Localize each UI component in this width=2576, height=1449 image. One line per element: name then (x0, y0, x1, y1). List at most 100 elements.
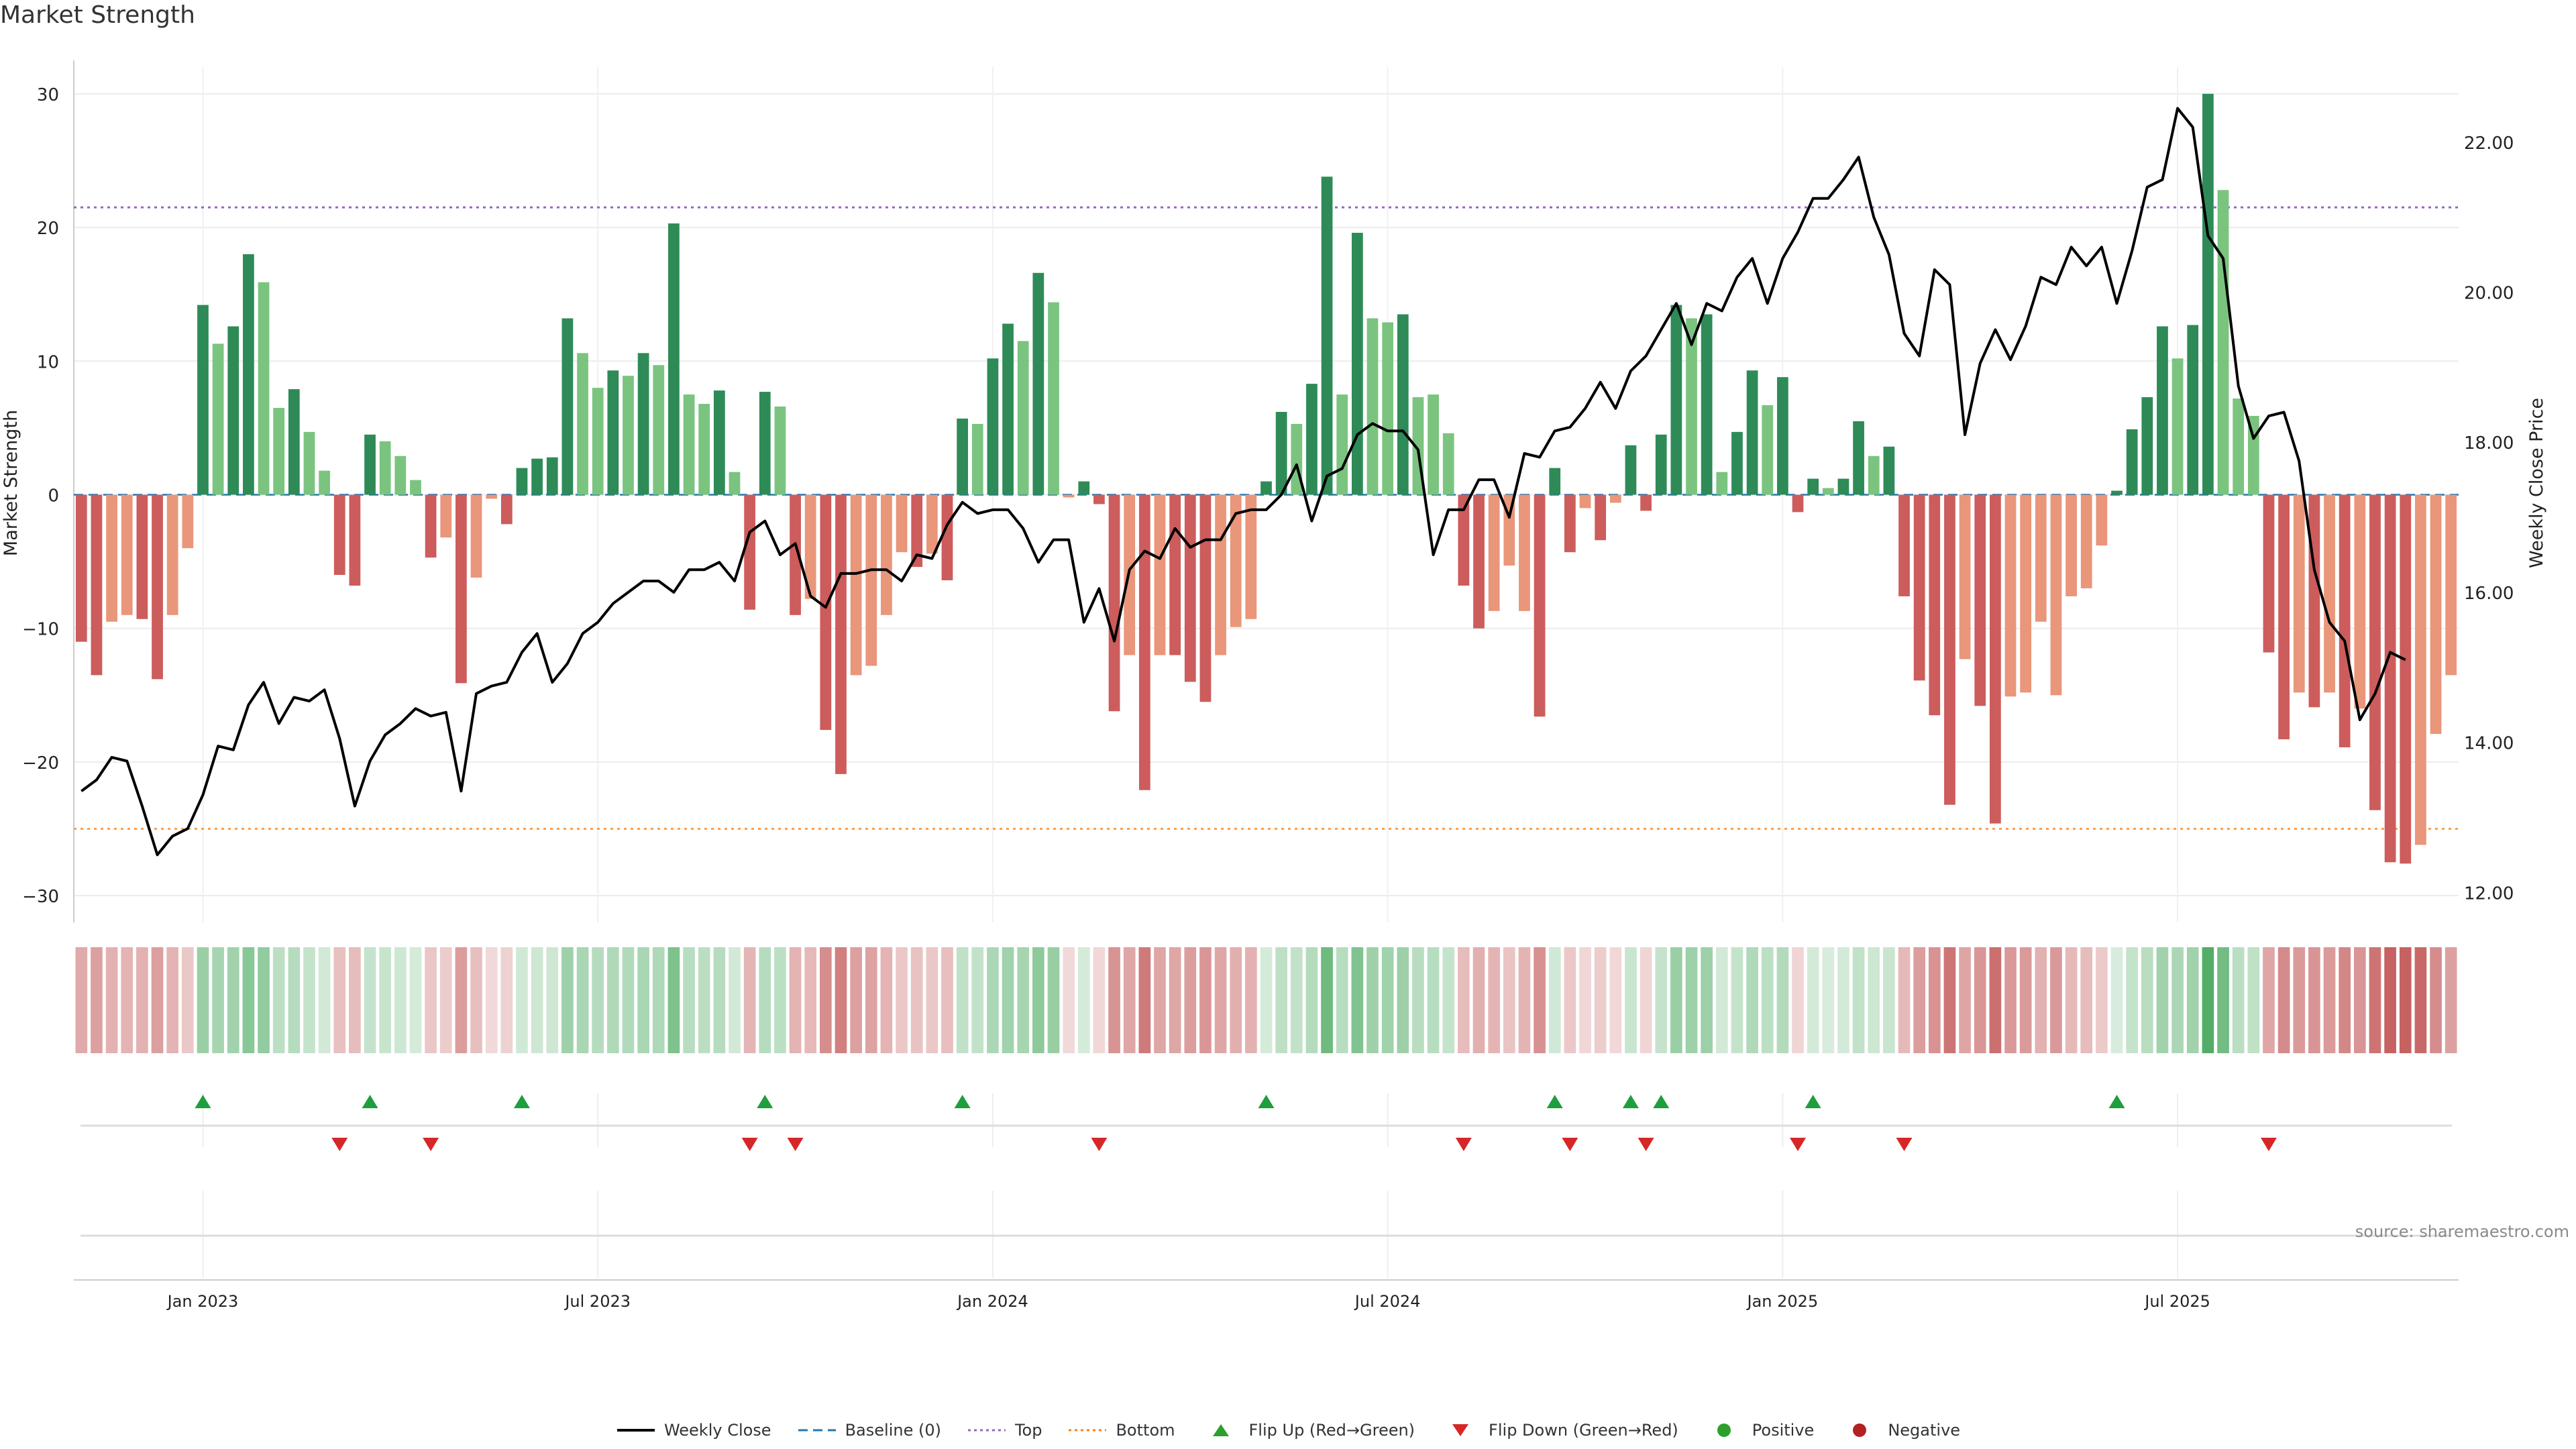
intensity-cell (425, 947, 437, 1053)
strength-bar (896, 495, 908, 553)
intensity-cell (288, 947, 300, 1053)
strength-bar (106, 495, 117, 622)
strength-bar (2324, 495, 2335, 693)
strength-bar (1914, 495, 1925, 681)
strength-bar (1048, 303, 1059, 495)
flip-up-marker (1258, 1095, 1275, 1108)
intensity-cell (2020, 947, 2032, 1053)
intensity-cell (1078, 947, 1090, 1053)
intensity-cell (516, 947, 528, 1053)
intensity-cell (759, 947, 771, 1053)
intensity-cell (2400, 947, 2412, 1053)
intensity-cell (440, 947, 452, 1053)
strength-bar (957, 419, 968, 495)
intensity-cell (1199, 947, 1212, 1053)
intensity-cell (971, 947, 983, 1053)
strength-bar (1807, 479, 1819, 495)
strength-bar (531, 459, 543, 495)
intensity-cell (2354, 947, 2366, 1053)
intensity-cell (1458, 947, 1470, 1053)
strength-bar (1564, 495, 1576, 553)
flip-down-marker (2261, 1138, 2277, 1151)
flip-down-marker (1091, 1138, 1107, 1151)
intensity-cell (2065, 947, 2078, 1053)
intensity-cell (1260, 947, 1273, 1053)
strength-bar (1185, 495, 1196, 682)
intensity-cell (957, 947, 969, 1053)
intensity-cell (1230, 947, 1242, 1053)
flip-up-marker (757, 1095, 773, 1108)
strength-bar (1656, 435, 1667, 495)
intensity-cell (1762, 947, 1774, 1053)
strength-bar (2415, 495, 2426, 845)
intensity-cell (227, 947, 239, 1053)
legend-label: Flip Down (Green→Red) (1489, 1421, 1678, 1440)
flip-down-marker (331, 1138, 347, 1151)
intensity-cell (1716, 947, 1728, 1053)
strength-bar (243, 254, 254, 495)
intensity-cell (1595, 947, 1607, 1053)
intensity-cell (698, 947, 710, 1053)
flip-markers (80, 1095, 2452, 1236)
intensity-cell (1746, 947, 1758, 1053)
intensity-cell (1519, 947, 1531, 1053)
strength-bar (1473, 495, 1485, 629)
strength-bar (1367, 319, 1379, 495)
strength-bar (1260, 482, 1272, 495)
strength-bar (2020, 495, 2031, 693)
intensity-cell (2035, 947, 2047, 1053)
intensity-cell (911, 947, 923, 1053)
intensity-cell (1291, 947, 1303, 1053)
intensity-cell (379, 947, 391, 1053)
strength-bar (851, 495, 862, 676)
intensity-cell (2096, 947, 2108, 1053)
strength-bar (1382, 323, 1393, 495)
strength-bar (744, 495, 755, 610)
x-tick-label: Jan 2023 (166, 1292, 239, 1311)
flip-up-marker (2109, 1095, 2125, 1108)
strength-bar (2339, 495, 2351, 748)
intensity-cell (1184, 947, 1196, 1053)
legend-swatch-flip_up (1201, 1422, 1241, 1438)
strength-bar (1731, 432, 1743, 495)
intensity-cell (1990, 947, 2002, 1053)
intensity-cell (714, 947, 726, 1053)
source-note: source: sharemaestro.com (2355, 1222, 2569, 1241)
intensity-cell (668, 947, 680, 1053)
strength-bar (1063, 495, 1075, 498)
price-line-layer (81, 109, 2405, 855)
strength-bar (2430, 495, 2442, 735)
strength-bar (258, 282, 270, 495)
strength-bar (1352, 233, 1363, 494)
strength-bar (972, 424, 983, 495)
intensity-cell (637, 947, 649, 1053)
flip-up-marker (955, 1095, 971, 1108)
strength-bar (1974, 495, 1986, 706)
intensity-cell (1609, 947, 1621, 1053)
legend-label: Weekly Close (664, 1421, 771, 1440)
strength-bar (501, 495, 513, 525)
intensity-cell (1048, 947, 1060, 1053)
strength-bar (364, 435, 376, 495)
intensity-cell (1670, 947, 1682, 1053)
intensity-cell (1974, 947, 1986, 1053)
intensity-cell (1898, 947, 1911, 1053)
intensity-cell (1275, 947, 1287, 1053)
x-tick-label: Jul 2023 (564, 1292, 631, 1311)
intensity-cell (182, 947, 194, 1053)
intensity-cell (546, 947, 558, 1053)
right-axis: 22.0020.0018.0016.0014.0012.00 (2464, 133, 2514, 904)
strength-bar (1443, 433, 1454, 495)
intensity-cell (1777, 947, 1789, 1053)
strength-bar (213, 343, 224, 494)
strength-bar (1640, 495, 1652, 511)
intensity-cell (364, 947, 376, 1053)
strength-bar (1625, 445, 1637, 495)
strength-bar (2278, 495, 2290, 740)
intensity-strip (75, 947, 2457, 1053)
intensity-cell (577, 947, 589, 1053)
strength-bar (881, 495, 892, 615)
intensity-cell (1549, 947, 1561, 1053)
intensity-cell (2415, 947, 2427, 1053)
